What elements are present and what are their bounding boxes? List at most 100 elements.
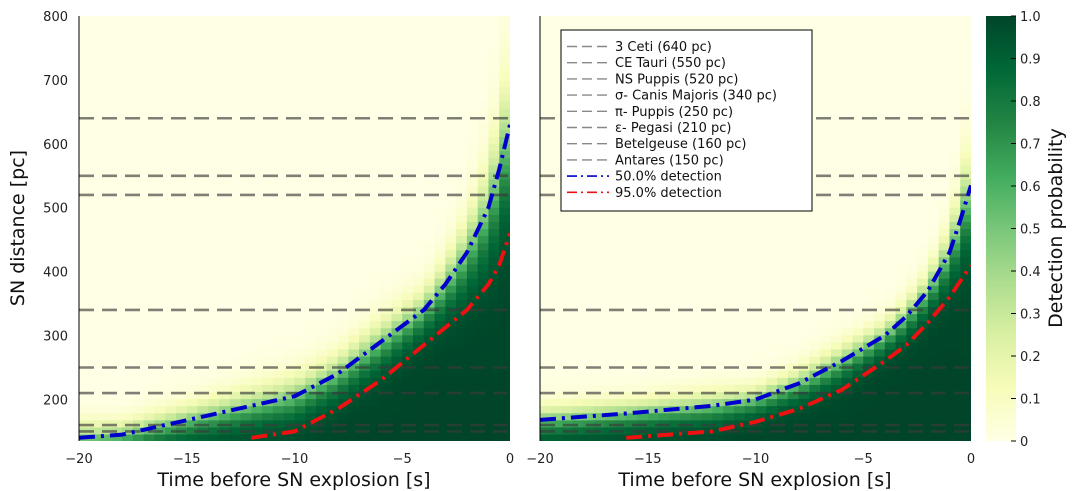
heatmap-cell: [874, 93, 886, 102]
heatmap-cell: [229, 30, 242, 38]
heatmap-cell: [723, 292, 735, 300]
heatmap-cell: [369, 30, 382, 38]
heatmap-cell: [348, 115, 360, 123]
heatmap-cell: [122, 334, 134, 343]
heatmap-cell: [841, 178, 854, 187]
heatmap-cell: [434, 221, 446, 230]
heatmap-cell: [550, 256, 563, 265]
heatmap-cell: [262, 65, 274, 74]
heatmap-cell: [863, 249, 875, 258]
heatmap-cell: [895, 58, 907, 67]
heatmap-cell: [572, 384, 584, 393]
heatmap-cell: [326, 377, 339, 385]
heatmap-cell: [294, 320, 306, 329]
heatmap-cell: [658, 334, 670, 343]
heatmap-cell: [561, 256, 573, 265]
heatmap-cell: [434, 101, 446, 109]
heatmap-cell: [402, 65, 414, 74]
heatmap-cell: [884, 256, 897, 265]
heatmap-cell: [111, 228, 123, 237]
heatmap-cell: [884, 79, 897, 88]
heatmap-cell: [755, 271, 767, 279]
heatmap-cell: [744, 214, 757, 223]
heatmap-cell: [466, 93, 479, 102]
heatmap-cell: [359, 405, 371, 414]
heatmap-cell: [262, 157, 274, 166]
heatmap-cell: [316, 320, 328, 329]
heatmap-cell: [895, 356, 907, 364]
heatmap-cell: [917, 348, 929, 357]
heatmap-cell: [852, 285, 864, 293]
heatmap-cell: [777, 433, 789, 441]
heatmap-cell: [647, 263, 660, 272]
heatmap-cell: [723, 228, 735, 237]
heatmap-cell: [949, 108, 961, 116]
heatmap-cell: [294, 143, 306, 152]
heatmap-cell: [359, 391, 371, 400]
heatmap-cell: [272, 178, 285, 187]
heatmap-cell: [906, 256, 918, 265]
heatmap-cell: [456, 299, 468, 308]
heatmap-cell: [391, 285, 403, 293]
heatmap-cell: [733, 334, 746, 343]
heatmap-cell: [680, 334, 692, 343]
heatmap-cell: [434, 285, 446, 293]
heatmap-cell: [165, 122, 177, 130]
heatmap-cell: [895, 292, 907, 300]
heatmap-cell: [809, 23, 821, 31]
heatmap-cell: [262, 242, 274, 251]
heatmap-cell: [626, 405, 638, 414]
heatmap-cell: [154, 370, 166, 378]
heatmap-cell: [744, 341, 757, 350]
heatmap-cell: [895, 122, 907, 130]
heatmap-cell: [830, 228, 843, 237]
heatmap-cell: [604, 278, 617, 286]
heatmap-cell: [852, 263, 864, 272]
heatmap-cell: [186, 249, 199, 258]
heatmap-cell: [413, 426, 425, 435]
heatmap-cell: [466, 263, 479, 272]
heatmap-cell: [219, 384, 231, 393]
heatmap-cell: [240, 186, 253, 194]
heatmap-cell: [111, 398, 123, 407]
heatmap-cell: [251, 164, 263, 173]
heatmap-cell: [316, 235, 328, 244]
heatmap-cell: [89, 263, 102, 272]
heatmap-cell: [658, 327, 670, 336]
heatmap-cell: [413, 313, 425, 322]
heatmap-cell: [359, 58, 371, 67]
heatmap-cell: [391, 242, 403, 251]
heatmap-cell: [79, 299, 91, 308]
heatmap-cell: [723, 356, 735, 364]
heatmap-cell: [359, 143, 371, 152]
heatmap-cell: [272, 235, 285, 244]
heatmap-cell: [186, 164, 199, 173]
heatmap-cell: [251, 384, 263, 393]
heatmap-cell: [906, 384, 918, 393]
heatmap-cell: [777, 242, 789, 251]
heatmap-cell: [626, 391, 638, 400]
heatmap-cell: [874, 164, 886, 173]
heatmap-cell: [337, 178, 349, 187]
heatmap-cell: [326, 419, 339, 428]
heatmap-cell: [938, 377, 951, 385]
heatmap-cell: [572, 341, 584, 350]
heatmap-cell: [89, 122, 102, 130]
heatmap-cell: [423, 391, 436, 400]
heatmap-cell: [283, 129, 296, 138]
heatmap-cell: [132, 271, 145, 279]
heatmap-cell: [122, 412, 134, 421]
heatmap-cell: [423, 86, 436, 95]
heatmap-cell: [434, 157, 446, 166]
heatmap-cell: [604, 242, 617, 251]
heatmap-cell: [960, 235, 971, 244]
heatmap-cell: [316, 30, 328, 38]
heatmap-cell: [906, 150, 918, 159]
heatmap-cell: [949, 412, 961, 421]
heatmap-cell: [755, 249, 767, 258]
heatmap-cell: [186, 334, 199, 343]
heatmap-cell: [391, 171, 403, 180]
heatmap-cell: [583, 433, 595, 441]
heatmap-cell: [359, 129, 371, 138]
heatmap-cell: [766, 256, 778, 265]
